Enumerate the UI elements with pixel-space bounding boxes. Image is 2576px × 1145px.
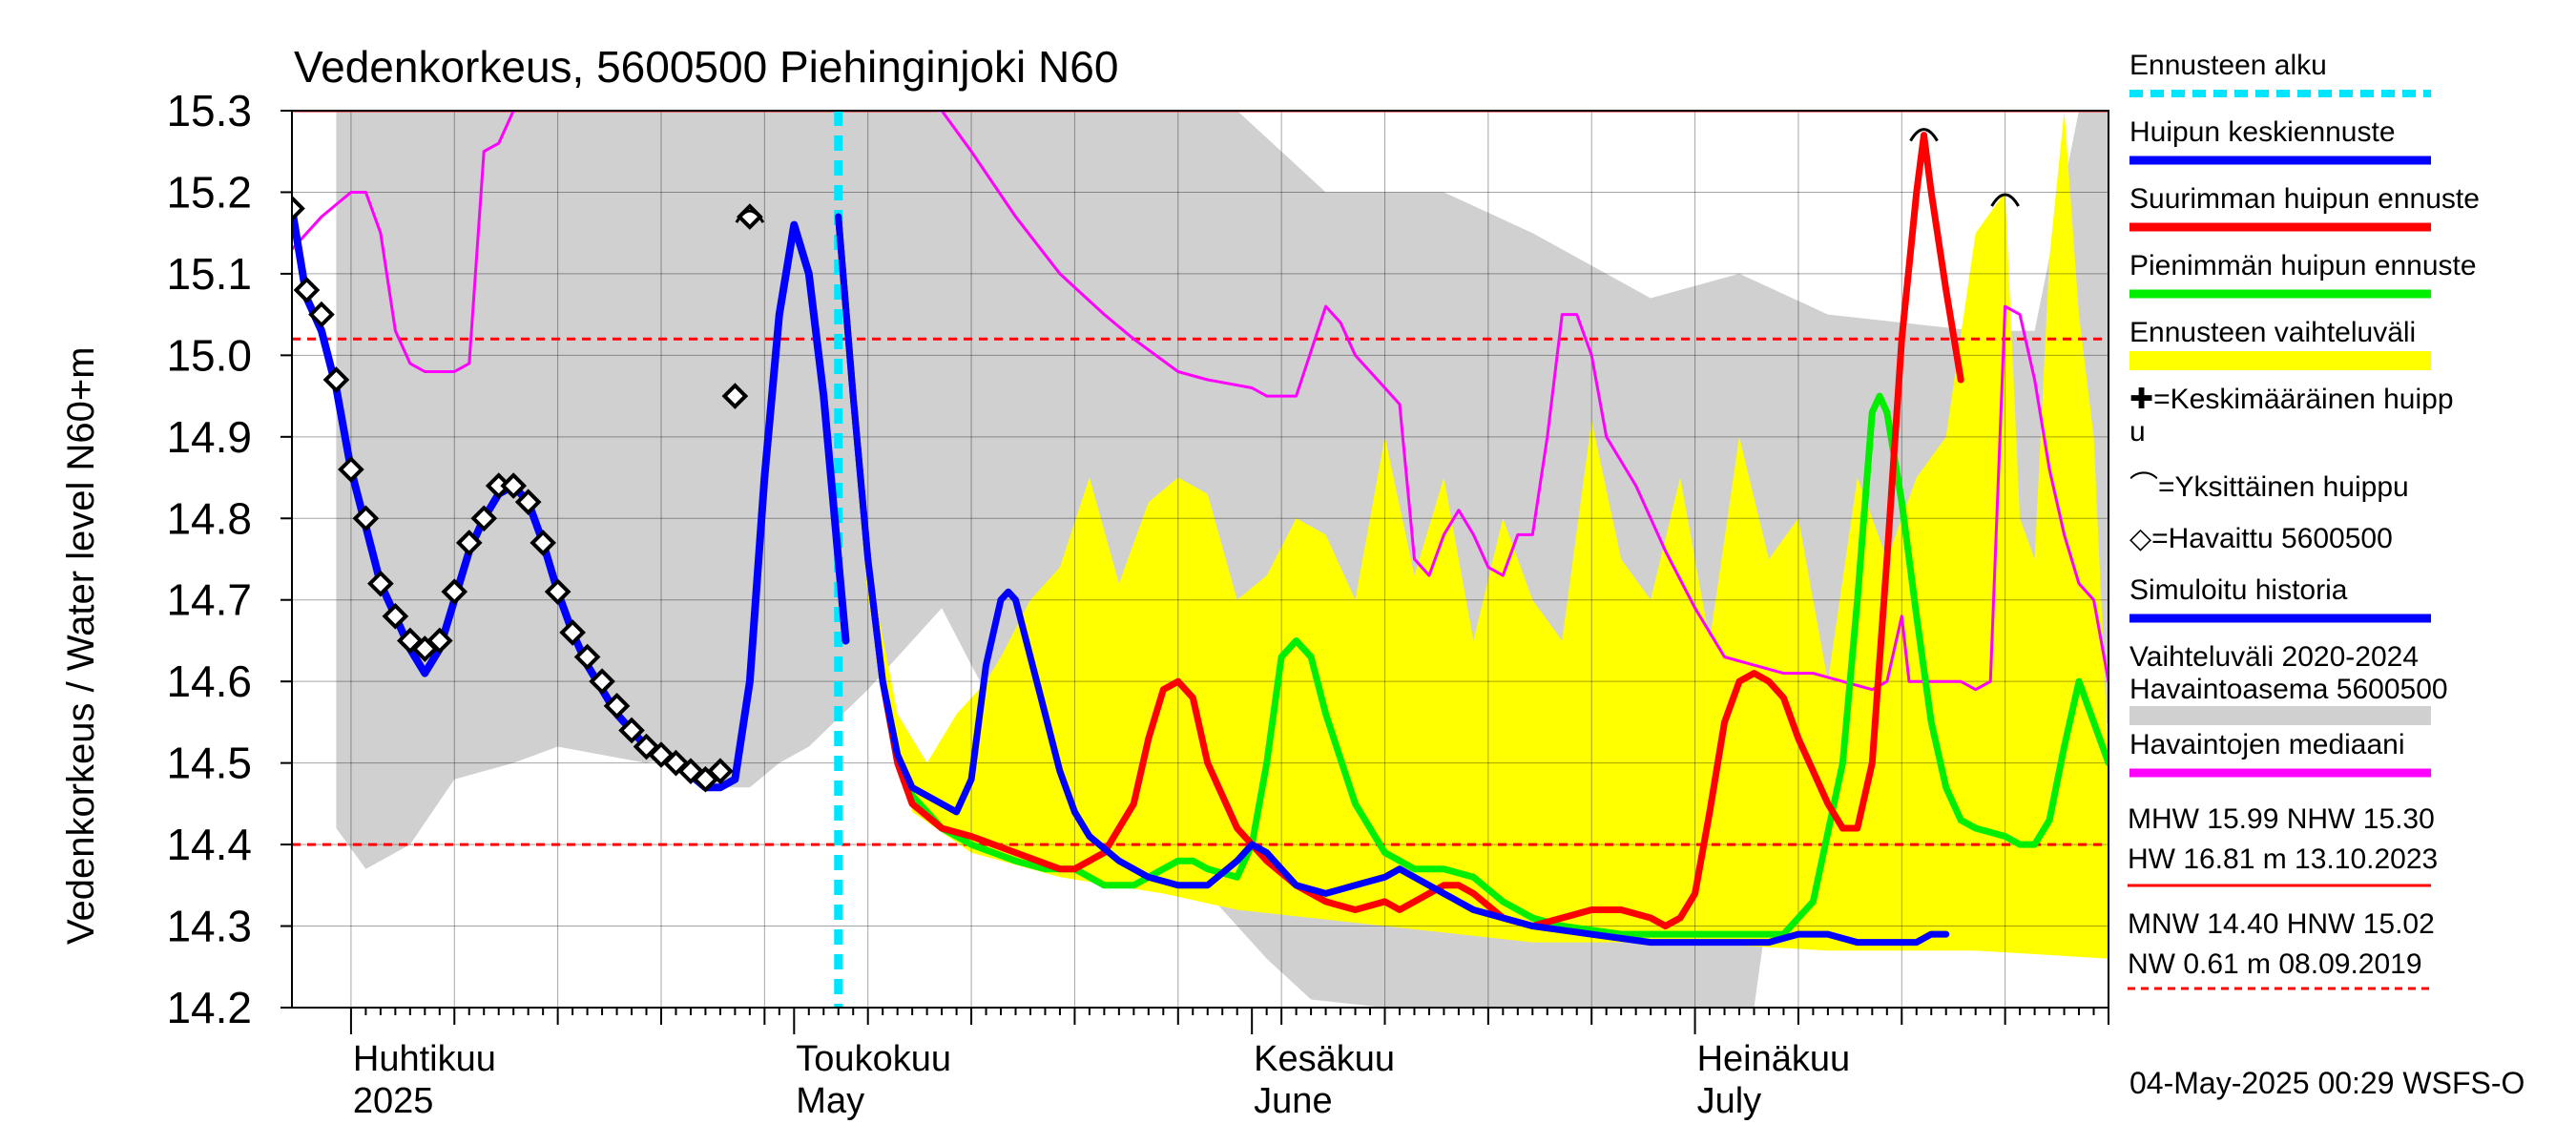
legend-label: Vaihteluväli 2020-2024 [2129, 641, 2419, 673]
series-pienimmän-huipun-ennuste [835, 213, 2109, 938]
y-tick-label: 14.2 [166, 983, 252, 1032]
chart-title: Vedenkorkeus, 5600500 Piehinginjoki N60 [294, 42, 1118, 92]
observed-point [707, 758, 734, 785]
y-tick-label: 14.7 [166, 575, 252, 625]
observed-point [292, 195, 305, 222]
month-label: Kesäkuu [1254, 1039, 1395, 1079]
y-tick-label: 15.2 [166, 167, 252, 217]
observed-point [293, 277, 321, 303]
observed-point [322, 366, 350, 393]
peak-marker [1909, 128, 1939, 142]
observed-point [603, 692, 631, 719]
peak-marker [735, 209, 765, 223]
series-lines [292, 111, 2109, 1008]
legend-label: ✚=Keskimääräinen huipp [2129, 384, 2454, 415]
series-huipun-keskiennuste [835, 213, 1950, 947]
legend-label: ◇=Havaittu 5600500 [2129, 523, 2393, 554]
stats-line-4: NW 0.61 m 08.09.2019 [2128, 948, 2422, 980]
stats-line-1: MHW 15.99 NHW 15.30 [2128, 803, 2435, 835]
stats-line-2: HW 16.81 m 13.10.2023 [2128, 843, 2438, 875]
y-ticks: 14.2 14.3 14.4 14.5 14.6 14.7 14.8 14.9 15.0 15.1… [166, 86, 292, 1032]
observed-point [441, 578, 468, 606]
y-tick-label: 14.6 [166, 656, 252, 706]
peak-marker [1990, 193, 2020, 207]
series-suurimman-huipun-ennuste [835, 132, 1964, 929]
y-tick-label: 14.5 [166, 739, 252, 788]
observed-point [308, 301, 335, 328]
legend-label: Huipun keskiennuste [2129, 116, 2396, 148]
legend-label-cont: Havaintoasema 5600500 [2129, 674, 2448, 705]
observed-point [352, 505, 380, 532]
observed-point [573, 643, 601, 671]
year-label: July [1697, 1081, 1762, 1121]
observed-point [559, 619, 586, 646]
y-tick-label: 15.1 [166, 249, 252, 299]
year-label: 2025 [353, 1081, 434, 1121]
y-tick-label: 15.3 [166, 86, 252, 135]
plot-area [292, 111, 2109, 1008]
observed-point [544, 578, 571, 606]
legend-label: Havaintojen mediaani [2129, 729, 2405, 760]
month-label: Huhtikuu [353, 1039, 496, 1079]
observed-point [530, 530, 556, 556]
legend-swatch [2129, 706, 2431, 725]
legend-swatch [2129, 351, 2431, 370]
observed-point [589, 668, 615, 696]
observed-point [455, 530, 483, 556]
legend-label: Ennusteen vaihteluväli [2129, 317, 2416, 348]
y-tick-label: 14.8 [166, 493, 252, 543]
legend-label: ⌒=Yksittäinen huippu [2129, 471, 2409, 503]
observed-point [514, 489, 542, 516]
legend-label-cont: u [2129, 416, 2146, 448]
axes [291, 110, 2109, 1009]
observed-point [338, 456, 364, 483]
legend-label: Ennusteen alku [2129, 50, 2327, 81]
year-label: June [1254, 1081, 1332, 1121]
observed-point [426, 627, 453, 655]
legend-label: Suurimman huipun ennuste [2129, 183, 2480, 215]
legend-label: Simuloitu historia [2129, 574, 2348, 606]
legend-label: Pienimmän huipun ennuste [2129, 250, 2477, 281]
y-tick-label: 14.4 [166, 820, 252, 869]
footer-timestamp: 04-May-2025 00:29 WSFS-O [2129, 1066, 2524, 1100]
observed-point [382, 602, 409, 630]
y-tick-label: 14.9 [166, 412, 252, 462]
y-axis-label: Vedenkorkeus / Water level N60+m [60, 346, 102, 945]
month-label: Toukokuu [796, 1039, 951, 1079]
year-label: May [796, 1081, 864, 1121]
y-tick-label: 14.3 [166, 902, 252, 951]
forecast-variation-band [838, 111, 2109, 959]
y-tick-label: 15.0 [166, 330, 252, 380]
observed-point [500, 472, 528, 499]
stats-block: MHW 15.99 NHW 15.30 HW 16.81 m 13.10.202… [2128, 803, 2438, 990]
reference-lines [292, 111, 2109, 846]
observed-point [618, 717, 645, 744]
peak-markers [735, 128, 2020, 223]
observed-point [367, 570, 394, 597]
month-label: Heinäkuu [1697, 1039, 1851, 1079]
observed-point [470, 505, 498, 532]
stats-line-3: MNW 14.40 HNW 15.02 [2128, 908, 2435, 940]
plot-frame [291, 110, 2109, 1009]
legend: Ennusteen alku Huipun keskiennuste Suurimm… [2129, 50, 2480, 778]
observed-point [721, 383, 749, 409]
